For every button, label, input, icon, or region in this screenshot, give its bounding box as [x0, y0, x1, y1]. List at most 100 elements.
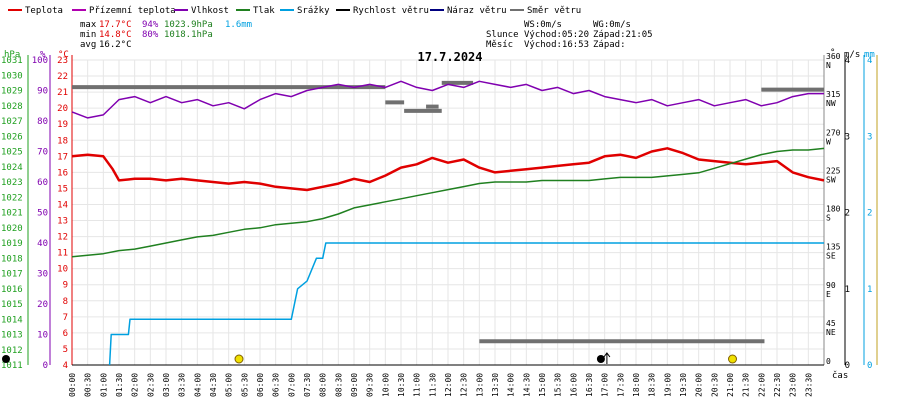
hpa-tick-label: 1027: [1, 117, 23, 127]
x-tick-label: 19:30: [679, 373, 688, 397]
x-tick-label: 00:30: [84, 373, 93, 397]
axis-unit-mm: mm: [864, 50, 875, 60]
pct-tick-label: 10: [37, 331, 48, 341]
ms-tick-label: 2: [845, 209, 850, 219]
x-tick-label: 23:00: [789, 373, 798, 397]
ms-tick-label: 1: [845, 285, 850, 295]
legend-label: Teplota: [25, 6, 63, 16]
temp-tick-label: 18: [57, 136, 68, 146]
mm-tick-label: 1: [867, 285, 872, 295]
series-line-vlhkost: [71, 80, 824, 119]
info-ws: WS:0m/s: [524, 20, 562, 30]
hpa-tick-label: 1025: [1, 148, 23, 158]
deg-dir-label: N: [826, 61, 831, 70]
x-tick-label: 08:00: [319, 373, 328, 397]
series-line-srážky: [108, 242, 824, 366]
x-tick-label: 22:30: [773, 373, 782, 397]
x-tick-label: 15:00: [538, 373, 547, 397]
x-tick-label: 19:00: [663, 373, 672, 397]
deg-tick-label: 315: [826, 90, 841, 99]
x-tick-label: 01:00: [99, 373, 108, 397]
deg-tick-label: 45: [826, 319, 836, 328]
x-tick-label: 17:00: [601, 373, 610, 397]
axis-unit-pct: %: [40, 50, 46, 60]
legend-label: Rychlost větru: [353, 6, 429, 16]
x-tick-label: 20:00: [695, 373, 704, 397]
info-moon-label: Měsíc: [486, 40, 513, 50]
hpa-tick-label: 1021: [1, 209, 23, 219]
hpa-tick-label: 1011: [1, 361, 23, 371]
stats-max-rain: 1.6mm: [225, 20, 252, 30]
x-tick-label: 10:30: [397, 373, 406, 397]
stats-max-temp: 17.7°C: [99, 20, 132, 30]
temp-tick-label: 5: [63, 345, 68, 355]
axis-unit-hpa: hPa: [4, 50, 20, 60]
deg-dir-label: SE: [826, 252, 836, 261]
temp-tick-label: 9: [63, 281, 68, 291]
temp-tick-label: 13: [57, 217, 68, 227]
temp-tick-label: 16: [57, 168, 68, 178]
x-tick-label: 16:30: [585, 373, 594, 397]
x-tick-label: 05:00: [225, 373, 234, 397]
pct-tick-label: 90: [37, 87, 48, 97]
hpa-tick-label: 1019: [1, 239, 23, 249]
series-line-teplota: [71, 147, 825, 192]
stats-max-hum: 94%: [142, 20, 159, 30]
x-tick-label: 13:00: [475, 373, 484, 397]
deg-tick-label: 90: [826, 281, 836, 290]
hpa-tick-label: 1022: [1, 193, 23, 203]
deg-tick-label: 180: [826, 205, 841, 214]
temp-tick-label: 4: [63, 361, 68, 371]
temp-tick-label: 15: [57, 184, 68, 194]
deg-dir-label: SW: [826, 175, 836, 184]
stats-min-hum: 80%: [142, 30, 159, 40]
sun-marker: [728, 354, 738, 364]
temp-tick-label: 7: [63, 313, 68, 323]
hpa-tick-label: 1024: [1, 163, 23, 173]
hpa-tick-label: 1028: [1, 102, 23, 112]
deg-tick-label: 225: [826, 166, 841, 175]
deg-dir-label: NE: [826, 328, 836, 337]
x-tick-label: 08:30: [334, 373, 343, 397]
x-tick-label: 03:00: [162, 373, 171, 397]
deg-dir-label: W: [826, 137, 831, 146]
pct-tick-label: 40: [37, 239, 48, 249]
hpa-tick-label: 1020: [1, 224, 23, 234]
hpa-tick-label: 1023: [1, 178, 23, 188]
stats-max-label: max: [80, 20, 97, 30]
x-tick-label: 21:00: [726, 373, 735, 397]
x-tick-label: 22:00: [757, 373, 766, 397]
x-tick-label: 09:30: [366, 373, 375, 397]
info-moon-set: Západ:: [593, 40, 626, 50]
info-sun-rise: Východ:05:20: [524, 30, 589, 40]
moon-marker: [596, 355, 605, 363]
deg-dir-label: NW: [826, 99, 836, 108]
x-tick-label: 05:30: [240, 373, 249, 397]
hpa-tick-label: 1015: [1, 300, 23, 310]
moon-marker-left: [2, 355, 10, 363]
x-tick-label: 07:00: [287, 373, 296, 397]
x-tick-label: 04:30: [209, 373, 218, 397]
ms-tick-label: 3: [845, 132, 850, 142]
hpa-tick-label: 1014: [1, 315, 23, 325]
x-tick-label: 06:00: [256, 373, 265, 397]
hpa-tick-label: 1030: [1, 71, 23, 81]
hpa-tick-label: 1012: [1, 346, 23, 356]
x-tick-label: 23:30: [804, 373, 813, 397]
hpa-tick-label: 1016: [1, 285, 23, 295]
x-tick-label: 14:30: [522, 373, 531, 397]
deg-tick-label: 135: [826, 243, 841, 252]
x-tick-label: 18:00: [632, 373, 641, 397]
info-sun-set: Západ:21:05: [593, 30, 653, 40]
stats-min-temp: 14.8°C: [99, 30, 132, 40]
x-tick-label: 11:30: [428, 373, 437, 397]
mm-tick-label: 3: [867, 132, 872, 142]
x-tick-label: 10:00: [381, 373, 390, 397]
temp-tick-label: 14: [57, 200, 68, 210]
x-tick-label: 20:30: [710, 373, 719, 397]
axis-unit-deg: °: [830, 48, 835, 58]
info-sun-label: Slunce: [486, 30, 519, 40]
x-tick-label: 07:30: [303, 373, 312, 397]
